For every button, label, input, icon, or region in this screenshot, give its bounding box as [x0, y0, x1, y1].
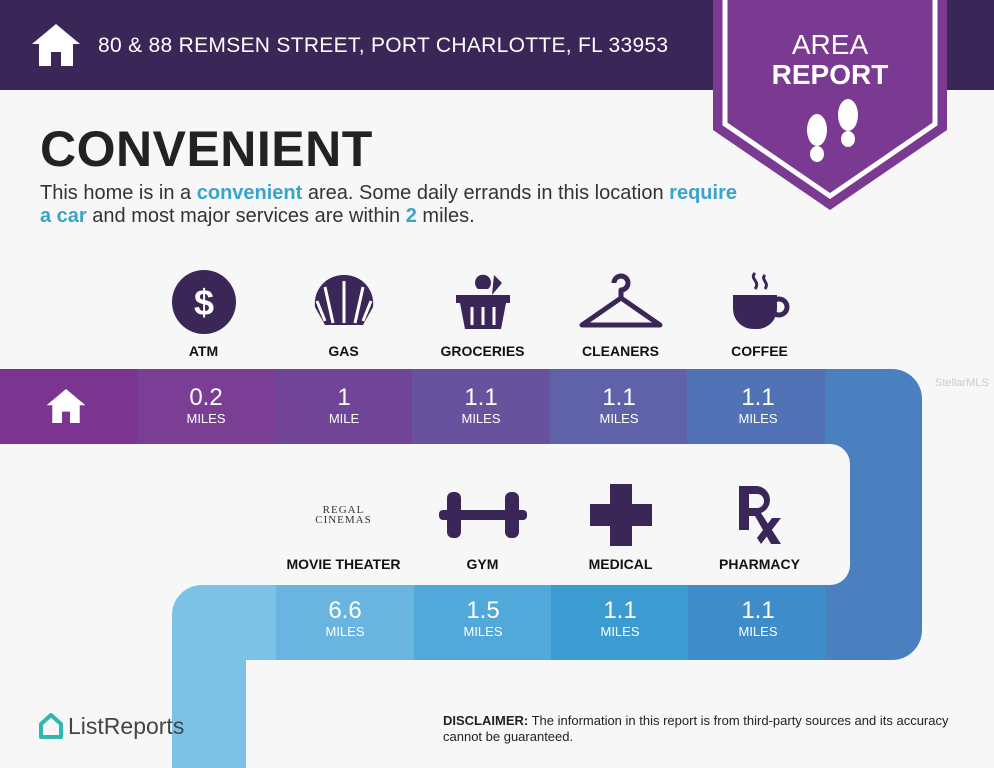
label-gym: GYM	[466, 556, 499, 572]
distance-atm: 0.2 MILES	[186, 384, 226, 427]
rating-title: CONVENIENT	[40, 121, 373, 177]
home-icon	[32, 24, 80, 66]
distance-pharmacy: 1.1 MILES	[738, 597, 778, 640]
listreports-icon	[39, 713, 63, 739]
distance-medical: 1.1 MILES	[600, 597, 640, 640]
shell-icon	[274, 267, 413, 337]
label-medical: MEDICAL	[588, 556, 653, 572]
basket-icon	[413, 267, 552, 337]
svg-text:$: $	[193, 282, 213, 323]
regal-cinemas-logo: REGAL CINEMAS	[315, 504, 372, 526]
disclaimer: DISCLAIMER: The information in this repo…	[443, 713, 949, 744]
rx-icon	[690, 480, 829, 550]
home-icon	[46, 389, 86, 423]
badge-line1: AREA	[791, 29, 869, 60]
description: This home is in a convenient area. Some …	[40, 182, 737, 227]
distance-coffee: 1.1 MILES	[738, 384, 778, 427]
dollar-icon: $	[134, 267, 273, 337]
distance-gym: 1.5 MILES	[463, 597, 503, 640]
label-cleaners: CLEANERS	[581, 343, 659, 359]
badge-line2: REPORT	[771, 59, 889, 90]
distance-movie-theater: 6.6 MILES	[325, 597, 365, 640]
label-movie-theater: MOVIE THEATER	[286, 556, 401, 572]
dumbbell-icon	[413, 480, 552, 550]
footprints-icon	[807, 114, 827, 146]
area-report-badge	[713, 0, 947, 210]
address: 80 & 88 REMSEN STREET, PORT CHARLOTTE, F…	[98, 34, 669, 57]
hanger-icon	[551, 267, 690, 337]
watermark: StellarMLS	[935, 377, 989, 389]
distance-cleaners: 1.1 MILES	[599, 384, 639, 427]
label-coffee: COFFEE	[731, 343, 788, 359]
distance-groceries: 1.1 MILES	[461, 384, 501, 427]
label-groceries: GROCERIES	[440, 343, 525, 359]
label-gas: GAS	[328, 343, 359, 359]
label-atm: ATM	[188, 343, 219, 359]
medical-cross-icon	[551, 480, 690, 550]
listreports-logo: ListReports	[38, 712, 184, 740]
label-pharmacy: PHARMACY	[719, 556, 800, 572]
coffee-icon	[690, 267, 829, 337]
distance-gas: 1 MILE	[328, 384, 360, 427]
